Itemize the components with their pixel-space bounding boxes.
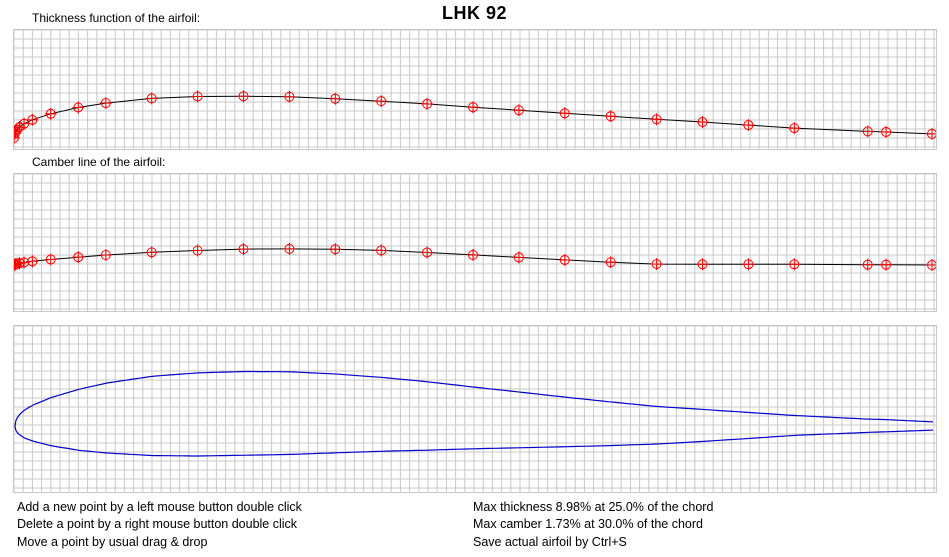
thickness-control-point[interactable] — [742, 119, 755, 132]
thickness-control-point[interactable] — [788, 122, 801, 135]
camber-control-point[interactable] — [26, 255, 39, 268]
thickness-control-point[interactable] — [99, 97, 112, 110]
camber-control-point[interactable] — [788, 258, 801, 271]
thickness-plot[interactable] — [13, 29, 937, 150]
grid-lines — [14, 326, 936, 492]
thickness-control-point[interactable] — [375, 95, 388, 108]
grid-lines — [14, 30, 936, 149]
thickness-control-point[interactable] — [880, 125, 893, 138]
camber-control-point[interactable] — [512, 251, 525, 264]
thickness-control-point[interactable] — [14, 123, 23, 136]
camber-control-point[interactable] — [467, 248, 479, 261]
max-camber-info: Max camber 1.73% at 30.0% of the chord — [473, 517, 703, 531]
camber-control-point[interactable] — [421, 246, 434, 259]
thickness-control-point[interactable] — [191, 90, 204, 103]
camber-control-point[interactable] — [283, 242, 296, 255]
airfoil-shape-plot — [13, 325, 937, 493]
thickness-control-point[interactable] — [237, 90, 250, 103]
camber-control-point[interactable] — [558, 253, 571, 266]
thickness-plot-canvas[interactable] — [14, 30, 936, 149]
thickness-control-point[interactable] — [421, 97, 434, 110]
camber-control-point[interactable] — [191, 244, 204, 257]
thickness-control-point[interactable] — [26, 113, 39, 126]
airfoil-title: LHK 92 — [441, 3, 507, 23]
camber-control-point[interactable] — [696, 258, 709, 271]
save-hint: Save actual airfoil by Ctrl+S — [473, 535, 627, 549]
camber-plot[interactable] — [13, 173, 937, 312]
thickness-control-point[interactable] — [696, 116, 709, 129]
airfoil-outline — [14, 370, 933, 457]
thickness-control-point[interactable] — [512, 104, 525, 117]
camber-control-point[interactable] — [375, 244, 388, 257]
thickness-control-point[interactable] — [145, 92, 158, 105]
thickness-control-point[interactable] — [44, 107, 57, 120]
camber-control-point[interactable] — [99, 248, 112, 261]
camber-control-point[interactable] — [742, 258, 755, 271]
thickness-control-point[interactable] — [283, 90, 296, 103]
camber-control-point[interactable] — [145, 246, 158, 259]
camber-control-point[interactable] — [861, 258, 874, 271]
camber-control-points — [14, 242, 936, 271]
airfoil-shape-canvas — [14, 326, 936, 492]
instruction-add-point: Add a new point by a left mouse button d… — [17, 500, 302, 514]
thickness-control-point[interactable] — [926, 127, 936, 140]
camber-control-point[interactable] — [880, 258, 893, 271]
camber-control-point[interactable] — [926, 259, 936, 271]
thickness-control-point[interactable] — [72, 101, 85, 114]
camber-label: Camber line of the airfoil: — [32, 155, 166, 169]
thickness-control-point[interactable] — [558, 107, 571, 120]
thickness-label: Thickness function of the airfoil: — [32, 11, 201, 25]
thickness-curve — [14, 95, 933, 139]
thickness-control-point[interactable] — [14, 132, 20, 144]
instruction-move-point: Move a point by usual drag & drop — [17, 535, 208, 549]
camber-plot-canvas[interactable] — [14, 174, 936, 311]
thickness-control-point[interactable] — [861, 125, 874, 138]
camber-control-point[interactable] — [72, 251, 85, 264]
thickness-control-point[interactable] — [604, 110, 617, 123]
thickness-control-point[interactable] — [329, 92, 342, 105]
grid-lines — [14, 174, 936, 311]
thickness-control-point[interactable] — [650, 113, 663, 126]
camber-control-point[interactable] — [329, 243, 342, 256]
thickness-control-point[interactable] — [467, 101, 479, 114]
thickness-control-points — [14, 90, 936, 144]
thickness-control-point[interactable] — [18, 117, 31, 130]
max-thickness-info: Max thickness 8.98% at 25.0% of the chor… — [473, 500, 714, 514]
camber-control-point[interactable] — [44, 253, 57, 266]
camber-control-point[interactable] — [650, 258, 663, 271]
instruction-delete-point: Delete a point by a right mouse button d… — [17, 517, 298, 531]
camber-control-point[interactable] — [604, 256, 617, 269]
camber-control-point[interactable] — [237, 243, 250, 256]
